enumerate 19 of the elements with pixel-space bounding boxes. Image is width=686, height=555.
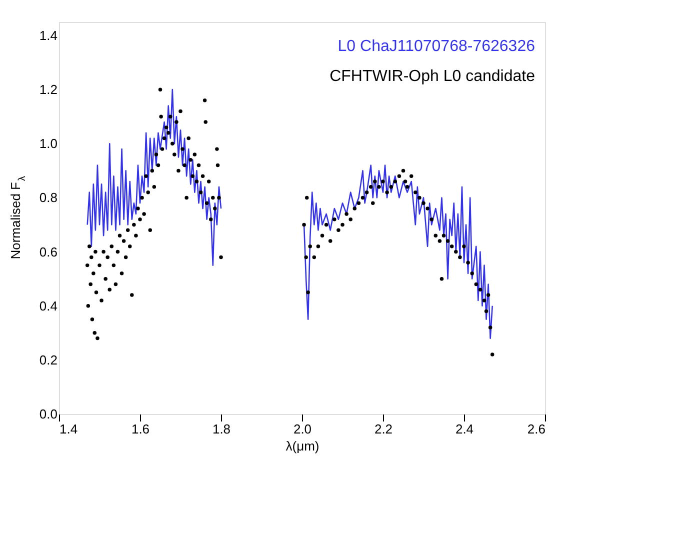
- x-tick-label: 1.4: [60, 422, 78, 436]
- x-tick-label: 2.2: [374, 422, 393, 436]
- x-tick-label: 2.6: [527, 422, 546, 436]
- text: L0 ChaJ11070768-7626326: [338, 38, 536, 55]
- y-tick-label: 1.4: [39, 28, 58, 44]
- y-tick-label: 1.2: [39, 82, 58, 98]
- x-tick-label: 2.4: [455, 422, 474, 436]
- x-tick-label: 1.8: [212, 422, 231, 436]
- y-tick-label: 0.2: [39, 352, 58, 368]
- x-tick-label: 2.0: [293, 422, 312, 436]
- y-tick-label: 0.4: [39, 298, 58, 314]
- y-tick-label: 0.0: [39, 406, 58, 422]
- y-tick-label: 0.6: [39, 244, 58, 260]
- y-tick-label: 1.0: [39, 136, 58, 152]
- y-axis-title: Normalised Fλ: [8, 176, 28, 260]
- y-tick-label: 0.8: [39, 190, 58, 206]
- x-axis-title: λ(μm): [286, 438, 320, 454]
- x-tick-label: 1.6: [131, 422, 150, 436]
- text: CFHTWIR-Oph L0 candidate: [330, 68, 536, 85]
